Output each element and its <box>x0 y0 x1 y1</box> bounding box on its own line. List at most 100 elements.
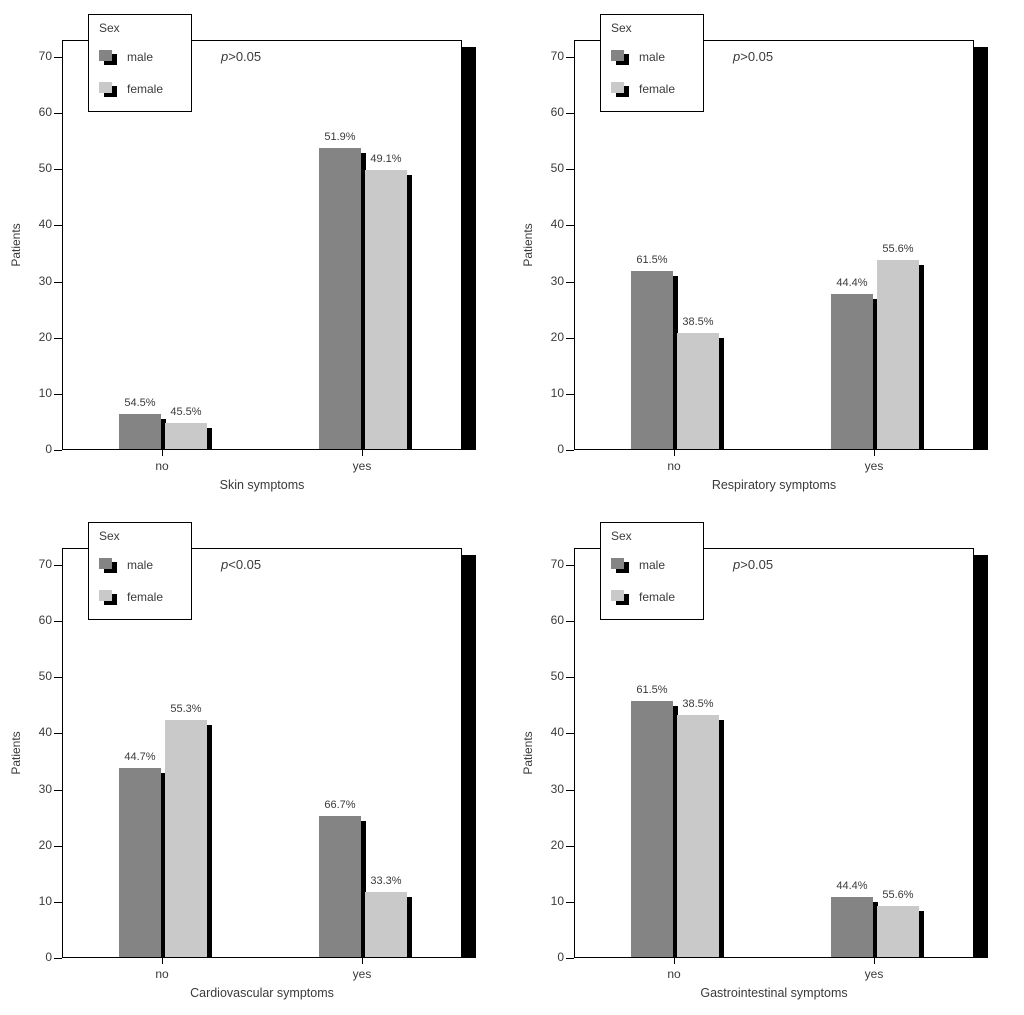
legend-title: Sex <box>611 21 632 35</box>
x-tick-label: yes <box>864 967 884 981</box>
y-tick-label: 40 <box>550 725 564 740</box>
p-value-annotation: p<0.05 <box>221 557 261 573</box>
chart-panel-skin-symptoms: Patients 0 10 20 30 40 50 60 70 p>0.05 54.5% 45.5% 5… <box>0 0 512 508</box>
bar-value-label: 45.5% <box>170 406 202 418</box>
plot-3d-side-shadow <box>974 47 988 450</box>
bar-female-no <box>165 423 207 449</box>
chart-panel-gastrointestinal-symptoms: Patients 0 10 20 30 40 50 60 70 p>0.05 61.5% 38.5% 4… <box>512 508 1024 1015</box>
plot-3d-side-shadow <box>462 555 476 958</box>
y-tick-mark <box>54 56 62 58</box>
y-tick-mark <box>566 621 574 622</box>
bar-value-label: 55.3% <box>170 703 202 715</box>
bar-male-no <box>119 768 161 957</box>
y-tick-mark <box>54 450 62 451</box>
bar-male-no <box>119 414 161 449</box>
y-tick-label: 50 <box>38 161 52 176</box>
x-tick-mark <box>362 450 363 456</box>
bar-female-yes <box>365 892 407 957</box>
legend: Sex male female <box>88 522 192 620</box>
legend-swatch-male <box>611 49 631 67</box>
chart-panel-respiratory-symptoms: Patients 0 10 20 30 40 50 60 70 p>0.05 61.5% 38.5% 4… <box>512 0 1024 508</box>
y-tick-label: 70 <box>38 48 52 63</box>
bar-female-yes <box>877 906 919 957</box>
legend-swatch-color <box>611 50 624 61</box>
legend-swatch-female <box>99 81 119 99</box>
y-tick-mark <box>566 337 574 339</box>
p-comparison: >0.05 <box>740 557 774 572</box>
legend: Sex male female <box>600 522 704 620</box>
legend-swatch-male <box>99 557 119 575</box>
bar-male-yes <box>831 294 873 449</box>
bar-value-label: 38.5% <box>682 698 714 710</box>
bar-value-label: 49.1% <box>370 153 402 165</box>
bar-female-yes <box>877 260 919 449</box>
legend-swatch-male <box>99 49 119 67</box>
legend-item-label: female <box>639 82 676 96</box>
y-tick-label: 10 <box>38 385 52 400</box>
legend: Sex male female <box>600 14 704 112</box>
y-tick-mark <box>54 113 62 114</box>
y-tick-mark <box>54 845 62 847</box>
y-tick-mark <box>566 56 574 58</box>
legend: Sex male female <box>88 14 192 112</box>
p-value-annotation: p>0.05 <box>733 557 773 573</box>
y-tick-mark <box>566 901 574 903</box>
bar-value-label: 38.5% <box>682 316 714 328</box>
x-tick-mark <box>674 450 675 456</box>
legend-swatch-male <box>611 557 631 575</box>
y-tick-label: 30 <box>38 273 52 288</box>
y-tick-label: 0 <box>557 950 564 964</box>
bar-female-no <box>677 715 719 957</box>
y-tick-label: 50 <box>38 669 52 684</box>
y-tick-mark <box>566 733 574 735</box>
bar-value-label: 51.9% <box>324 131 356 143</box>
x-tick-mark <box>162 958 163 964</box>
y-tick-mark <box>54 169 62 171</box>
bar-value-label: 55.6% <box>882 243 914 255</box>
legend-swatch-color <box>99 590 112 601</box>
x-tick-mark <box>674 958 675 964</box>
y-tick-label: 0 <box>557 442 564 456</box>
y-tick-label: 70 <box>550 48 564 63</box>
y-tick-label: 0 <box>45 442 52 456</box>
bar-value-label: 54.5% <box>124 397 156 409</box>
bar-value-label: 55.6% <box>882 889 914 901</box>
legend-item-label: male <box>639 50 666 64</box>
bar-value-label: 61.5% <box>636 254 668 266</box>
y-tick-label: 70 <box>38 556 52 571</box>
p-symbol: p <box>733 49 741 64</box>
y-tick-label: 70 <box>550 556 564 571</box>
y-tick-mark <box>566 845 574 847</box>
plot-area: p>0.05 54.5% 45.5% 51.9% 49.1% <box>62 40 462 450</box>
x-tick-mark <box>162 450 163 456</box>
x-tick-label: no <box>155 459 169 473</box>
y-tick-label: 10 <box>550 893 564 908</box>
legend-swatch-female <box>99 589 119 607</box>
y-tick-mark <box>54 677 62 679</box>
legend-swatch-color <box>99 50 112 61</box>
legend-item-label: female <box>127 590 164 604</box>
legend-swatch-female <box>611 81 631 99</box>
x-tick-label: no <box>667 459 681 473</box>
p-comparison: <0.05 <box>228 557 262 572</box>
bar-male-no <box>631 271 673 449</box>
y-tick-label: 10 <box>550 385 564 400</box>
legend-item-label: male <box>639 558 666 572</box>
p-value-annotation: p>0.05 <box>221 49 261 65</box>
y-tick-label: 30 <box>550 781 564 796</box>
y-tick-mark <box>566 789 574 791</box>
x-tick-label: no <box>155 967 169 981</box>
bar-male-yes <box>319 148 361 449</box>
y-tick-mark <box>566 169 574 171</box>
x-axis-title: Skin symptoms <box>219 478 305 492</box>
bar-male-yes <box>319 816 361 957</box>
y-tick-mark <box>566 450 574 451</box>
bar-female-no <box>165 720 207 957</box>
legend-item-label: female <box>127 82 164 96</box>
y-tick-mark <box>54 337 62 339</box>
y-tick-label: 60 <box>550 105 564 119</box>
y-tick-mark <box>54 789 62 791</box>
x-tick-label: yes <box>864 459 884 473</box>
y-tick-label: 10 <box>38 893 52 908</box>
